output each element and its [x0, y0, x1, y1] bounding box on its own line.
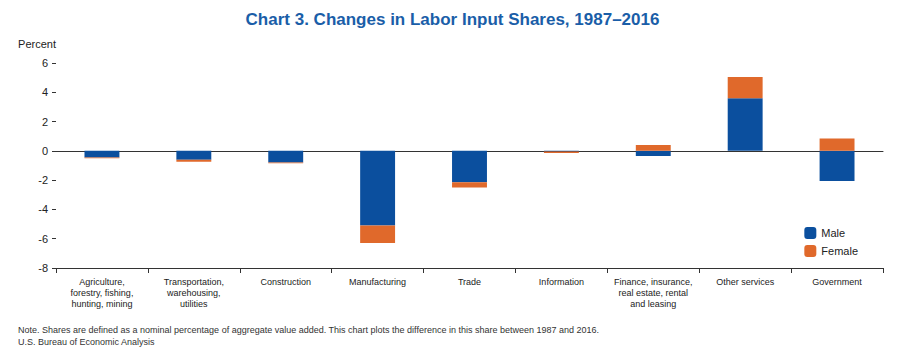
svg-text:Government: Government	[812, 277, 862, 287]
svg-text:hunting, mining: hunting, mining	[71, 299, 132, 309]
svg-text:0: 0	[42, 145, 48, 157]
svg-text:forestry, fishing,: forestry, fishing,	[71, 288, 134, 298]
svg-text:Female: Female	[821, 245, 858, 257]
svg-text:and leasing: and leasing	[630, 299, 676, 309]
svg-text:Construction: Construction	[260, 277, 311, 287]
svg-text:Chart 3. Changes in Labor Inpu: Chart 3. Changes in Labor Input Shares, …	[246, 10, 660, 29]
svg-text:Manufacturing: Manufacturing	[349, 277, 406, 287]
svg-text:6: 6	[42, 57, 48, 69]
svg-text:-2: -2	[38, 174, 48, 186]
svg-text:Transportation,: Transportation,	[164, 277, 224, 287]
svg-text:4: 4	[42, 86, 48, 98]
svg-text:real estate, rental: real estate, rental	[619, 288, 689, 298]
svg-text:utilities: utilities	[180, 299, 208, 309]
svg-text:Information: Information	[539, 277, 584, 287]
svg-text:warehousing,: warehousing,	[166, 288, 221, 298]
svg-text:Male: Male	[821, 227, 845, 239]
svg-text:Other services: Other services	[716, 277, 775, 287]
svg-text:2: 2	[42, 116, 48, 128]
svg-text:-6: -6	[38, 233, 48, 245]
svg-text:Trade: Trade	[458, 277, 481, 287]
svg-text:U.S. Bureau of Economic Analys: U.S. Bureau of Economic Analysis	[18, 337, 155, 347]
svg-text:Note. Shares are defined as a: Note. Shares are defined as a nominal pe…	[18, 325, 599, 335]
svg-text:Agriculture,: Agriculture,	[79, 277, 125, 287]
svg-text:-8: -8	[38, 262, 48, 274]
svg-text:-4: -4	[38, 203, 48, 215]
svg-text:Finance, insurance,: Finance, insurance,	[614, 277, 693, 287]
svg-text:Percent: Percent	[18, 38, 56, 50]
